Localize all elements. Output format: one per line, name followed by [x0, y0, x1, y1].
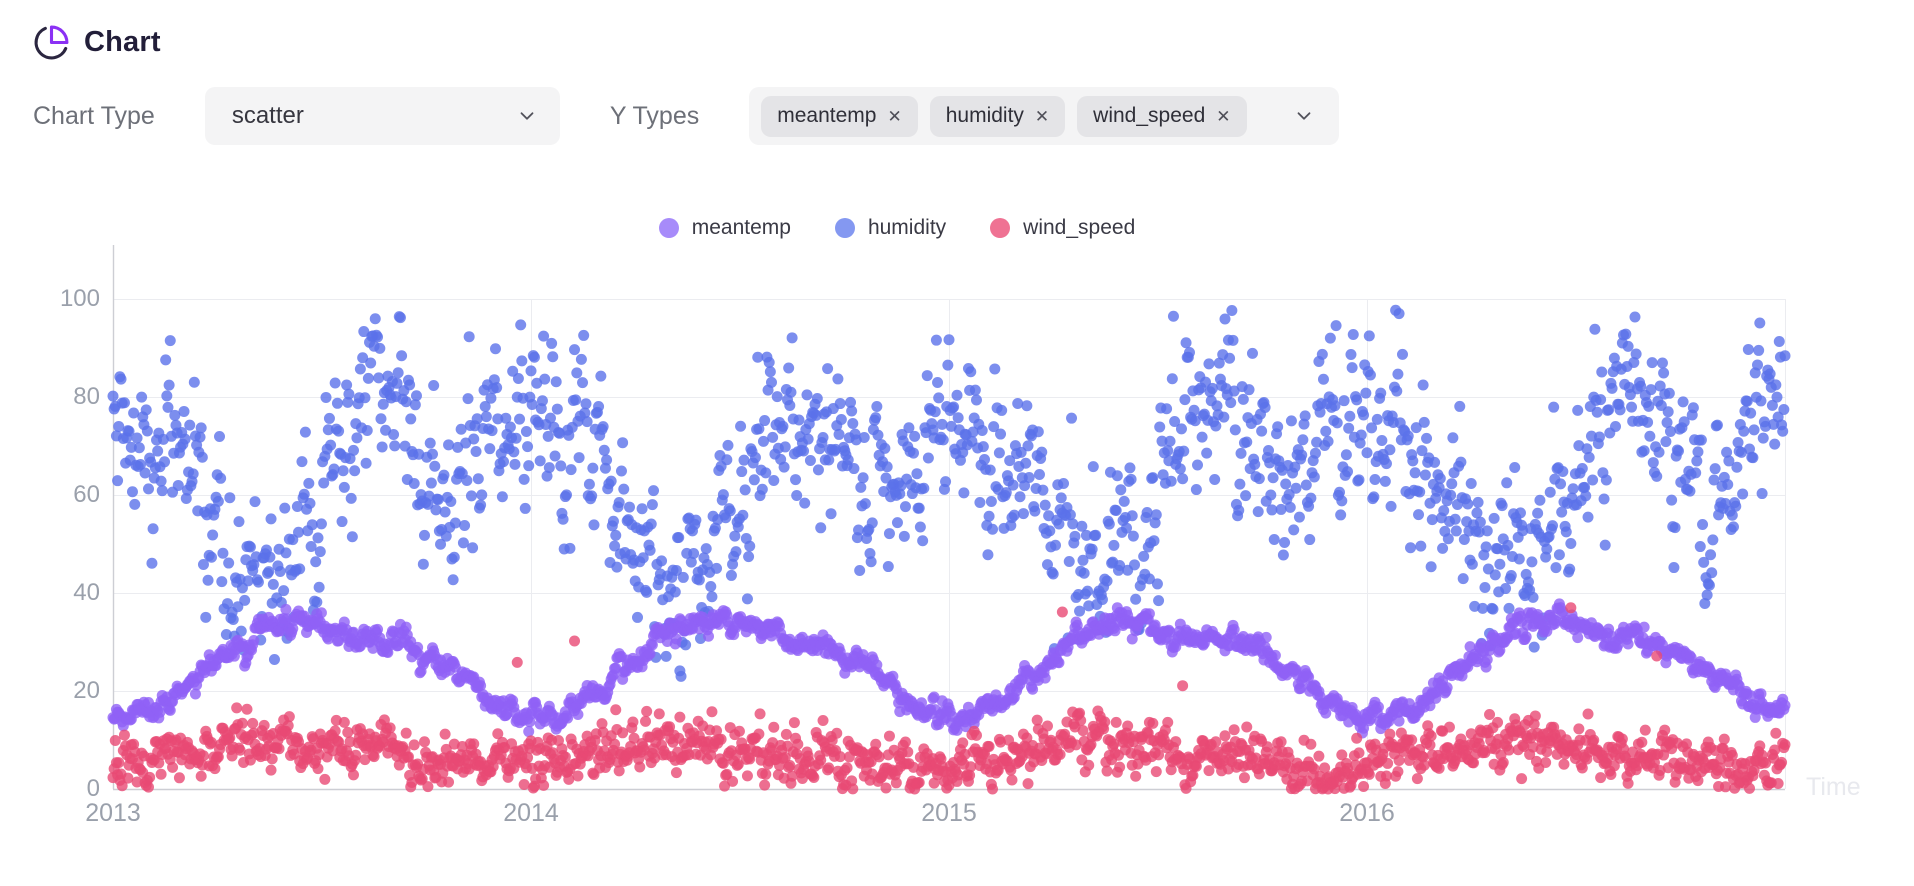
x-axis-tick: 2014 — [503, 799, 559, 827]
y-axis-tick: 100 — [59, 285, 100, 312]
y-axis-tick: 0 — [86, 775, 100, 802]
y-axis-tick: 40 — [73, 579, 100, 606]
y-axis-tick: 60 — [73, 481, 100, 508]
x-axis-title: Time — [1806, 773, 1861, 801]
x-axis-tick: 2015 — [921, 799, 977, 827]
x-axis-tick: 2013 — [85, 799, 141, 827]
y-axis-tick: 80 — [73, 383, 100, 410]
y-axis-tick: 20 — [73, 677, 100, 704]
x-axis-tick: 2016 — [1339, 799, 1395, 827]
